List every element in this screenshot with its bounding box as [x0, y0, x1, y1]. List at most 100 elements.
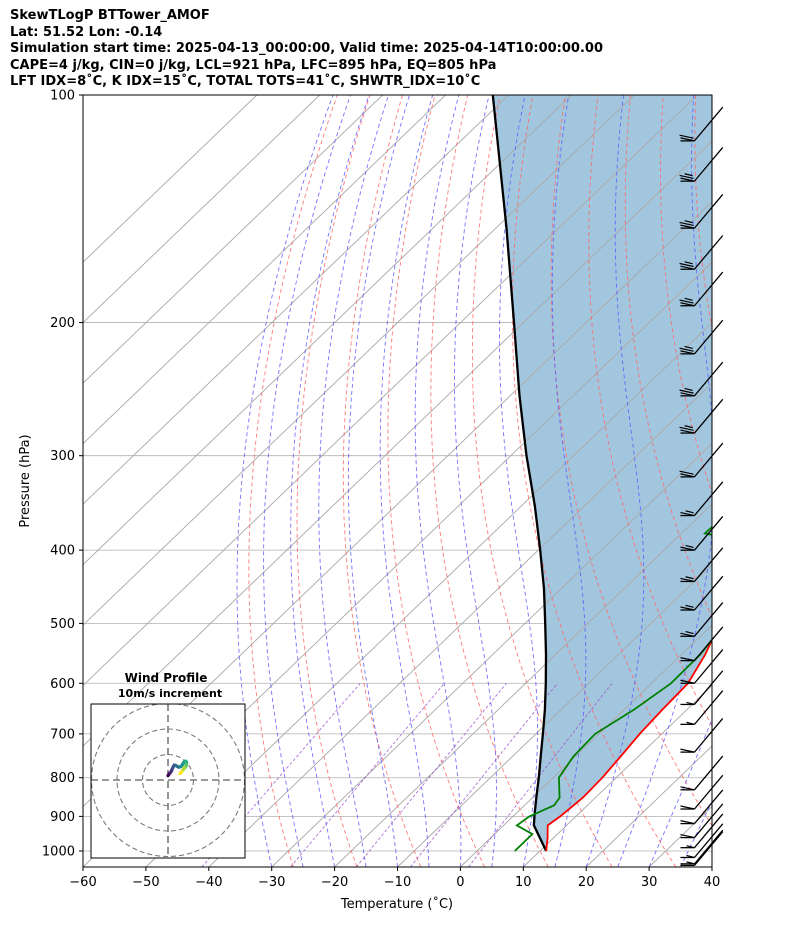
wind-barb-feather	[679, 299, 694, 304]
isotherm	[522, 684, 712, 867]
moist-adiabat	[263, 95, 352, 867]
wind-barb	[679, 319, 724, 355]
wind-barb-half-feather	[684, 297, 693, 301]
wind-barb-feather	[680, 137, 695, 142]
isotherm	[208, 382, 712, 867]
y-tick-label: 800	[50, 771, 75, 786]
wind-barb	[680, 690, 724, 726]
wind-barb-feather	[680, 429, 695, 434]
wind-barb-staff	[693, 442, 724, 478]
moist-adiabat	[379, 95, 434, 867]
wind-barb	[680, 789, 724, 825]
hodograph-subtitle: 10m/s increment	[118, 687, 222, 700]
wind-barb-feather	[680, 511, 695, 517]
wind-barb-half-feather	[684, 345, 693, 350]
wind-barb	[680, 774, 724, 810]
moist-adiabat	[680, 800, 712, 867]
wind-barb-half-feather	[686, 701, 695, 706]
wind-barb	[679, 361, 724, 397]
isotherm	[711, 866, 712, 867]
wind-barb-staff	[693, 649, 724, 684]
wind-barb-staff	[693, 398, 724, 434]
wind-barb-feather	[679, 426, 694, 431]
wind-barb-feather	[680, 657, 695, 662]
wind-barb-half-feather	[686, 845, 695, 849]
y-tick-label: 300	[50, 449, 75, 464]
dry-adiabat	[387, 95, 485, 867]
x-tick-label: −20	[321, 875, 348, 890]
wind-barb	[680, 803, 724, 839]
wind-barb-feather	[679, 389, 694, 394]
wind-barb-feather	[680, 392, 695, 397]
moist-adiabat	[290, 95, 370, 867]
wind-barb-staff	[693, 670, 724, 705]
isotherm	[83, 95, 258, 263]
wind-barb-staff	[693, 803, 724, 838]
x-tick-label: 40	[704, 875, 721, 890]
dry-adiabat	[761, 95, 794, 867]
wind-barb-staff	[693, 147, 724, 182]
wind-barb-feather	[680, 546, 695, 551]
wind-barb-half-feather	[685, 510, 694, 514]
x-axis-label: Temperature (˚C)	[340, 896, 453, 912]
y-axis-label: Pressure (hPa)	[18, 434, 33, 527]
wind-barb	[679, 235, 724, 270]
isotherm	[397, 563, 712, 867]
main-plot: −60 −50 −40 −30 −20 −10 0 10 20 30 40 1000 900 800 70…	[18, 89, 794, 912]
isotherm	[83, 95, 383, 384]
dry-adiabats	[248, 95, 794, 867]
wind-barb-staff	[693, 481, 724, 516]
dry-adiabat	[624, 95, 712, 619]
dry-adiabat	[550, 95, 712, 827]
dry-adiabat	[342, 95, 422, 867]
wind-barb-half-feather	[684, 220, 693, 224]
isotherm	[83, 95, 635, 626]
wind-barb-staff	[693, 235, 724, 270]
wind-barb-half-feather	[684, 173, 693, 177]
wind-barb	[679, 398, 724, 434]
wind-barb-staff	[693, 823, 724, 858]
moist-adiabat	[711, 865, 712, 867]
y-tick-label: 200	[50, 316, 75, 331]
wind-barb-half-feather	[684, 387, 693, 392]
wind-barb-staff	[693, 271, 724, 307]
wind-barb-half-feather	[684, 425, 693, 429]
location-line: Lat: 51.52 Lon: -0.14	[10, 24, 163, 40]
wind-barb-feather	[680, 350, 695, 355]
isotherm	[83, 95, 509, 505]
wind-barb-staff	[693, 755, 724, 791]
y-tick-label: 500	[50, 617, 75, 632]
wind-barb-half-feather	[685, 576, 694, 580]
wind-barb-feather	[679, 347, 694, 352]
wind-barb-feather	[680, 606, 695, 611]
wind-barb-staff	[693, 547, 724, 582]
wind-barb-feather	[680, 632, 695, 637]
wind-barb-staff	[693, 813, 724, 849]
wind-barb	[680, 755, 724, 791]
x-tick-label: −60	[69, 875, 96, 890]
wind-barb	[680, 829, 724, 865]
y-tick-label: 100	[50, 89, 75, 104]
isotherm	[334, 503, 712, 867]
wind-barb-staff	[693, 626, 724, 662]
hodograph-title: Wind Profile	[125, 671, 208, 685]
wind-barb-staff	[693, 361, 724, 397]
wind-barb-staff	[693, 575, 724, 611]
moist-adiabat	[499, 95, 538, 867]
wind-barb-half-feather	[684, 261, 693, 265]
dry-adiabat	[471, 95, 613, 867]
wind-barb-half-feather	[686, 854, 695, 859]
wind-barb-feather	[680, 786, 695, 791]
moist-adiabat	[617, 95, 712, 867]
x-tick-label: −30	[258, 875, 285, 890]
wind-barb	[679, 193, 724, 229]
cape-line: CAPE=4 j/kg, CIN=0 j/kg, LCL=921 hPa, LF…	[10, 57, 497, 73]
wind-barb	[680, 649, 724, 684]
wind-barb	[680, 717, 724, 753]
moist-adiabats	[236, 95, 712, 867]
y-tick-label: 400	[50, 544, 75, 559]
y-tick-label: 1000	[42, 844, 75, 859]
wind-barb-staff	[693, 602, 724, 637]
dry-adiabat	[248, 95, 338, 867]
